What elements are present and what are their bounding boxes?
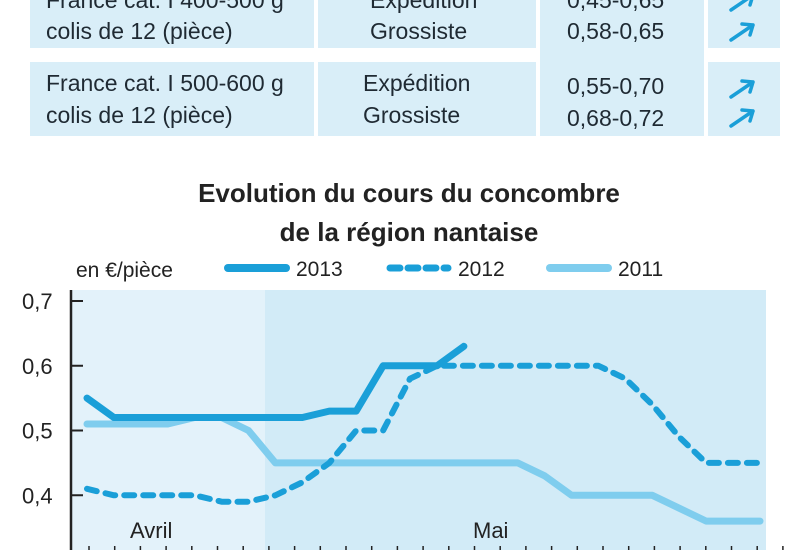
up-arrow-icon — [729, 0, 754, 12]
line-chart: 0,7 0,6 0,5 0,4 0,3 Avril Mai en €/pièce 2013 201… — [22, 258, 784, 550]
table-cell — [30, 62, 314, 136]
table-cell — [318, 0, 536, 48]
legend-label: 2012 — [458, 258, 505, 281]
month-label: Mai — [473, 518, 508, 543]
table-cell — [708, 62, 780, 136]
price-value: 0,55-0,70 — [567, 73, 665, 99]
legend-label: 2013 — [296, 258, 343, 281]
up-arrow-icon — [729, 79, 755, 99]
y-tick-label: 0,3 — [22, 548, 53, 550]
up-arrow-icon — [729, 22, 755, 42]
stage-label: Grossiste — [363, 102, 461, 128]
series-line-2012 — [84, 362, 763, 505]
stage-label: Expédition — [370, 0, 478, 13]
price-table: France cat. I 400-500 g colis de 12 (piè… — [30, 0, 780, 136]
chart-title: Evolution du cours du concombre — [198, 178, 620, 208]
table-cell — [318, 62, 536, 136]
y-tick-label: 0,7 — [22, 289, 53, 314]
month-label: Avril — [130, 518, 172, 543]
legend-label: 2011 — [618, 258, 663, 281]
product-label: colis de 12 (pièce) — [46, 18, 233, 44]
y-tick-label: 0,5 — [22, 419, 53, 444]
product-label: colis de 12 (pièce) — [46, 102, 233, 128]
table-cell — [540, 0, 704, 136]
y-tick-label: 0,4 — [22, 483, 53, 508]
product-label: France cat. I 400-500 g — [46, 0, 284, 13]
y-tick-label: 0,6 — [22, 354, 53, 379]
price-value: 0,68-0,72 — [567, 105, 665, 131]
product-label: France cat. I 500-600 g — [46, 70, 284, 96]
price-value: 0,58-0,65 — [567, 18, 665, 44]
price-value: 0,45-0,65 — [567, 0, 665, 13]
chart-subtitle: de la région nantaise — [279, 217, 539, 247]
up-arrow-icon — [729, 108, 755, 128]
y-axis-label: en €/pièce — [76, 259, 173, 282]
stage-label: Expédition — [363, 70, 471, 96]
chart-panel: Evolution du cours du concombre de la ré… — [18, 160, 800, 550]
stage-label: Grossiste — [370, 18, 468, 44]
table-cell — [30, 0, 314, 48]
series-line-2013 — [83, 342, 468, 421]
